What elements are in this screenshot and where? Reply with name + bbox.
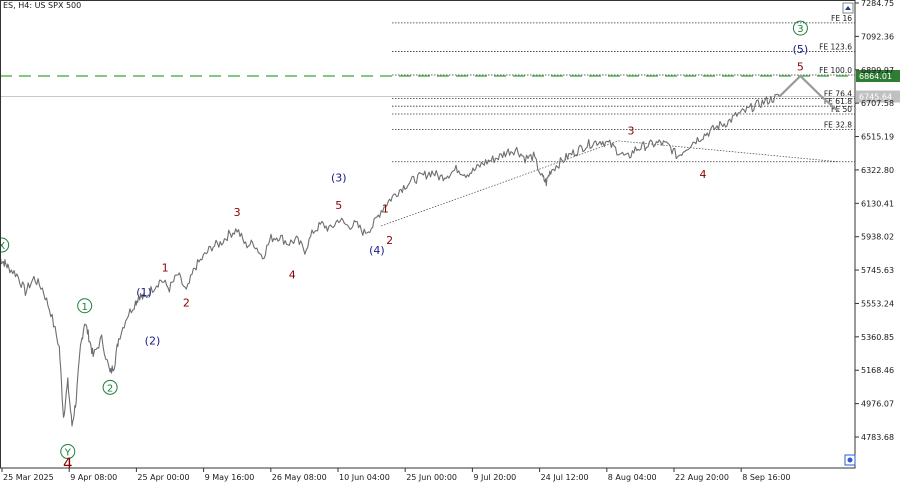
x-tick-label: 9 Apr 08:00 xyxy=(70,473,117,482)
y-tick-label: 5553.24 xyxy=(861,299,894,308)
wave-label: 2 xyxy=(183,296,190,309)
x-tick-label: 24 Jul 12:00 xyxy=(541,473,589,482)
reference-lines: 6864.01 6745.64 xyxy=(0,70,900,103)
x-tick-label: 8 Sep 16:00 xyxy=(742,473,790,482)
hat-icon xyxy=(845,6,851,10)
fe-level-label: FE 76.4 xyxy=(824,89,852,98)
fe-level-label: FE 16 xyxy=(831,14,852,23)
target-price-label: 6864.01 xyxy=(859,72,892,81)
wave-label: 2 xyxy=(107,383,113,394)
wave-label: 5 xyxy=(335,199,342,212)
y-tick-label: 4783.68 xyxy=(861,433,894,442)
wave-label: (4) xyxy=(369,244,385,257)
wave-label: (2) xyxy=(145,334,161,347)
fe-level-label: FE 32.8 xyxy=(824,121,852,130)
y-tick-label: 6515.19 xyxy=(861,133,894,142)
y-tick-label: 7284.75 xyxy=(861,0,894,8)
fe-level-label: FE 50 xyxy=(831,105,852,114)
wave-label-circle xyxy=(102,379,118,395)
projection-line xyxy=(778,74,840,113)
wave-label: 5 xyxy=(797,60,804,73)
price-series xyxy=(0,93,780,427)
wave-label: (1) xyxy=(136,286,152,299)
fe-level-label: FE 100.0 xyxy=(819,66,852,75)
y-tick-label: 6707.58 xyxy=(861,99,894,108)
y-tick-label: 5168.46 xyxy=(861,366,894,375)
y-tick-label: 5938.02 xyxy=(861,233,894,242)
target-price-badge xyxy=(856,70,900,83)
wave-label: 4 xyxy=(289,269,296,282)
price-line xyxy=(0,93,780,427)
x-tick-label: 25 Mar 2025 xyxy=(3,473,54,482)
wave-label-circle xyxy=(792,20,808,36)
y-tick-label: 6130.41 xyxy=(861,199,894,208)
trend-lines xyxy=(381,140,839,227)
wave-label: 2 xyxy=(386,234,393,247)
chart-symbol-title: ES, H4: US SPX 500 xyxy=(3,1,82,10)
wave-label: 1 xyxy=(382,203,389,216)
y-tick-label: 6899.97 xyxy=(861,66,894,75)
chart-widgets xyxy=(842,2,856,466)
wave-label: (3) xyxy=(331,171,347,184)
wave-label: 1 xyxy=(82,302,88,313)
trend-line xyxy=(618,140,839,163)
wave-label: (5) xyxy=(793,43,809,56)
wave-label-circle xyxy=(0,237,10,253)
fe-level-label: FE 123.6 xyxy=(819,43,852,52)
wave-label: 4 xyxy=(63,455,73,473)
projection-path xyxy=(778,74,840,113)
x-tick-label: 8 Aug 04:00 xyxy=(608,473,657,482)
x-tick-label: 26 May 08:00 xyxy=(272,473,327,482)
plot-frame xyxy=(0,0,856,469)
current-price-badge xyxy=(856,90,900,103)
wave-label: 4 xyxy=(700,168,707,181)
x-tick-label: 25 Jun 00:00 xyxy=(406,473,457,482)
current-price-label: 6745.64 xyxy=(859,93,892,102)
fibonacci-extension-levels: FE 16 FE 123.6 FE 100.0 FE 76.4FE 61.8FE 50… xyxy=(392,14,855,163)
y-tick-label: 6322.80 xyxy=(861,166,894,175)
wave-label: 1 xyxy=(162,262,169,275)
wave-label-circle xyxy=(77,298,93,314)
x-tick-label: 22 Aug 20:00 xyxy=(675,473,729,482)
x-tick-label: 9 Jul 20:00 xyxy=(473,473,516,482)
x-tick-label: 10 Jun 04:00 xyxy=(339,473,390,482)
y-tick-label: 5360.85 xyxy=(861,333,894,342)
wave-label-circle xyxy=(60,444,76,460)
y-tick-label: 7092.36 xyxy=(861,32,894,41)
wave-label: 3 xyxy=(234,206,241,219)
chart-options-dot-icon xyxy=(847,457,853,463)
wave-label: 3 xyxy=(628,124,635,137)
y-tick-label: 5745.63 xyxy=(861,266,894,275)
y-tick-label: 4976.07 xyxy=(861,400,894,409)
wave-label: 3 xyxy=(797,24,803,35)
fe-level-label: FE 61.8 xyxy=(824,97,852,106)
x-tick-label: 9 May 16:00 xyxy=(205,473,255,482)
x-tick-label: 25 Apr 00:00 xyxy=(137,473,189,482)
wave-label: Y xyxy=(64,448,72,459)
wave-label: X xyxy=(0,241,5,252)
